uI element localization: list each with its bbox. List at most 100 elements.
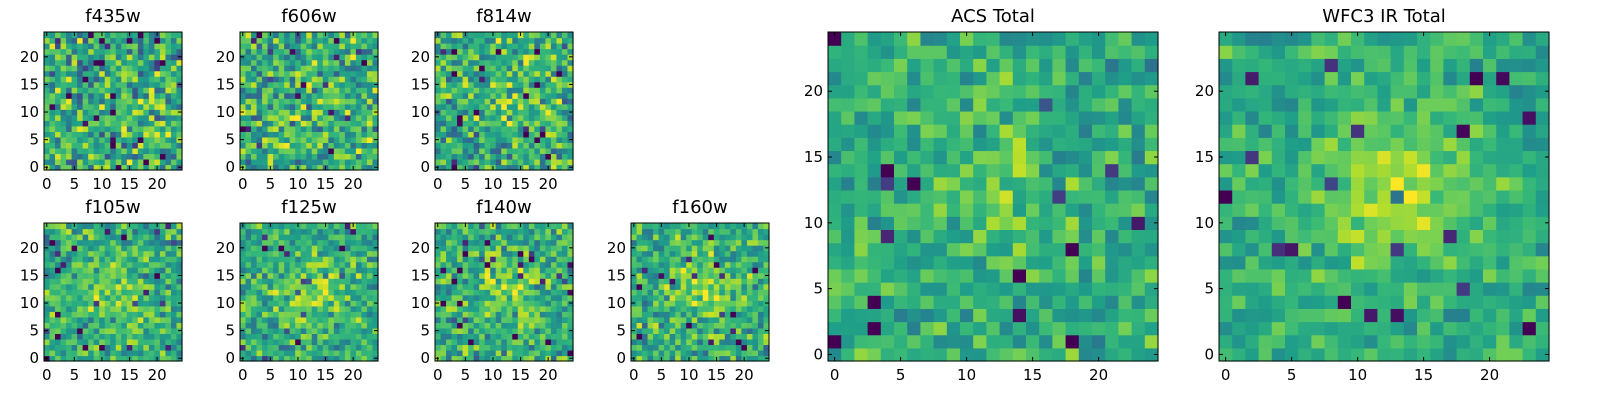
heatmap-cell — [523, 228, 530, 235]
heatmap-cell — [894, 347, 908, 362]
heatmap-cell — [55, 32, 62, 39]
heatmap-cell — [545, 338, 552, 346]
heatmap-cell — [545, 256, 552, 263]
heatmap-cell — [256, 355, 263, 362]
heatmap-cell — [126, 87, 133, 94]
heatmap-cell — [126, 142, 133, 149]
heatmap-cell — [159, 239, 167, 246]
heatmap-cell — [262, 223, 269, 230]
heatmap-cell — [664, 245, 671, 252]
heatmap-cell — [746, 333, 754, 340]
heatmap-cell — [1118, 189, 1133, 204]
heatmap-cell — [440, 294, 447, 301]
heatmap-cell — [473, 250, 480, 257]
heatmap-cell — [289, 349, 296, 357]
heatmap-cell — [539, 239, 546, 246]
heatmap-cell — [71, 136, 78, 143]
heatmap-cell — [132, 54, 139, 61]
heatmap-cell — [680, 256, 687, 263]
heatmap-cell — [256, 333, 263, 340]
heatmap-cell — [328, 59, 335, 66]
heatmap-cell — [468, 54, 475, 61]
heatmap-cell — [49, 294, 56, 301]
heatmap-cell — [71, 125, 78, 132]
heatmap-cell — [506, 228, 513, 235]
heatmap-cell — [697, 294, 704, 301]
heatmap-cell — [306, 164, 313, 171]
heatmap-cell — [126, 81, 133, 88]
heatmap-cell — [664, 333, 671, 340]
heatmap-cell — [350, 261, 357, 268]
heatmap-cell — [176, 338, 183, 346]
heatmap-cell — [132, 92, 139, 99]
heatmap-cell — [545, 245, 552, 252]
heatmap-cell — [468, 289, 475, 296]
chart-panel: f160w 0 5 10 15 20 0 5 10 15 20 — [607, 197, 770, 384]
heatmap-cell — [880, 216, 895, 230]
heatmap-cell — [176, 228, 183, 235]
heatmap-cell — [440, 164, 447, 171]
heatmap-cell — [366, 300, 374, 307]
heatmap-cell — [757, 256, 765, 263]
heatmap-cell — [93, 109, 100, 116]
heatmap-cell — [473, 114, 480, 121]
heatmap-cell — [110, 272, 117, 279]
heatmap-cell — [339, 125, 346, 132]
heatmap-cell — [126, 109, 133, 116]
heatmap-cell — [137, 109, 144, 116]
heatmap-cell — [93, 142, 100, 149]
heatmap-cell — [121, 81, 128, 88]
heatmap-cell — [256, 131, 263, 138]
heatmap-cell — [880, 321, 895, 336]
heatmap-cell — [165, 283, 172, 290]
heatmap-cell — [355, 153, 363, 160]
heatmap-cell — [440, 147, 447, 155]
heatmap-cell — [273, 158, 280, 166]
heatmap-cell — [484, 153, 491, 160]
heatmap-cell — [333, 349, 340, 357]
heatmap-cell — [60, 153, 67, 160]
heatmap-cell — [306, 147, 313, 155]
heatmap-cell — [49, 239, 56, 246]
heatmap-cell — [366, 109, 374, 116]
heatmap-cell — [240, 250, 247, 257]
heatmap-cell — [757, 344, 765, 351]
heatmap-cell — [523, 147, 530, 155]
heatmap-cell — [251, 76, 258, 83]
heatmap-cell — [273, 87, 280, 94]
heatmap-cell — [44, 147, 51, 155]
heatmap-cell — [273, 223, 280, 230]
heatmap-cell — [278, 316, 285, 323]
heatmap-cell — [933, 334, 948, 349]
heatmap-cell — [647, 283, 654, 290]
heatmap-cell — [278, 278, 285, 285]
heatmap-cell — [311, 245, 318, 252]
heatmap-cell — [289, 158, 296, 166]
heatmap-cell — [828, 321, 842, 336]
heatmap-cell — [534, 153, 541, 160]
heatmap-cell — [691, 223, 698, 230]
heatmap-cell — [344, 245, 351, 252]
heatmap-cell — [355, 103, 363, 110]
heatmap-cell — [724, 283, 731, 290]
heatmap-cell — [675, 239, 682, 246]
heatmap-cell — [1065, 308, 1080, 323]
heatmap-cell — [550, 125, 558, 132]
heatmap-cell — [523, 70, 530, 77]
heatmap-cell — [686, 283, 693, 290]
heatmap-cell — [636, 278, 643, 285]
heatmap-cell — [99, 70, 106, 77]
heatmap-cell — [517, 120, 524, 127]
heatmap-cell — [132, 76, 139, 83]
heatmap-cell — [289, 32, 296, 39]
heatmap-cell — [920, 150, 935, 165]
heatmap-cell — [306, 250, 313, 257]
heatmap-cell — [132, 164, 139, 171]
heatmap-cell — [110, 305, 117, 312]
heatmap-cell — [653, 228, 660, 235]
heatmap-cell — [49, 54, 56, 61]
heatmap-cell — [675, 305, 682, 312]
heatmap-cell — [55, 294, 62, 301]
heatmap-cell — [517, 48, 524, 55]
heatmap-cell — [567, 147, 574, 155]
